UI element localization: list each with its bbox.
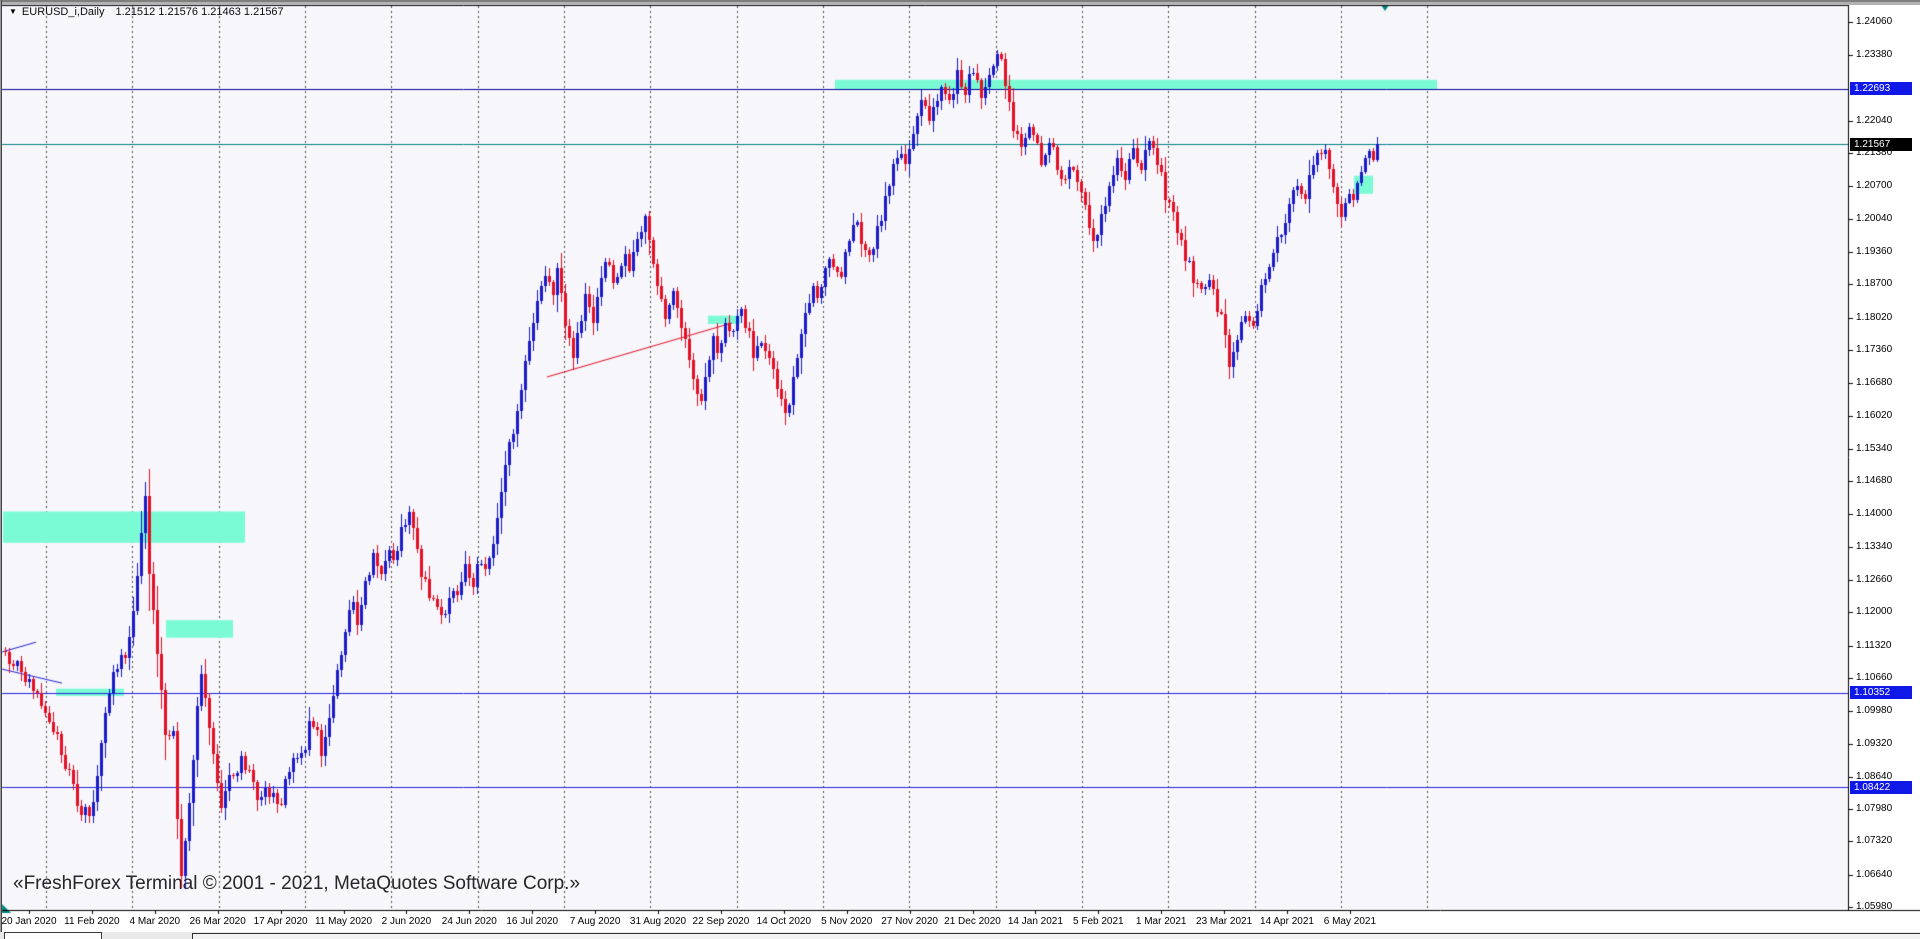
price-tick-label: 1.06640 bbox=[1856, 868, 1893, 880]
price-tick-label: 1.20040 bbox=[1856, 212, 1893, 224]
date-label: 24 Jun 2020 bbox=[441, 916, 497, 927]
price-tick-label: 1.24060 bbox=[1856, 16, 1893, 27]
date-label: 1 Mar 2021 bbox=[1135, 916, 1187, 927]
price-tick-label: 1.18020 bbox=[1856, 311, 1893, 323]
date-label: 17 Apr 2020 bbox=[253, 916, 308, 927]
symbol-dropdown-icon[interactable]: ▼ bbox=[9, 6, 17, 16]
price-tick-label: 1.23380 bbox=[1856, 49, 1893, 61]
date-label: 11 Feb 2020 bbox=[64, 916, 120, 927]
date-label: 31 Aug 2020 bbox=[629, 916, 687, 927]
price-tick-label: 1.18700 bbox=[1856, 278, 1893, 290]
symbol-timeframe-label: EURUSD_i,Daily bbox=[21, 6, 105, 18]
current-price-label: 1.21567 bbox=[1850, 137, 1912, 151]
price-tick-label: 1.14680 bbox=[1856, 475, 1893, 487]
price-tick-label: 1.17360 bbox=[1856, 343, 1893, 355]
price-tick-label: 1.07980 bbox=[1856, 803, 1893, 815]
price-tick-label: 1.20700 bbox=[1856, 180, 1893, 192]
date-label: 14 Oct 2020 bbox=[756, 916, 812, 927]
chart-tab-bar[interactable] bbox=[192, 933, 1920, 939]
price-tick-label: 1.21380 bbox=[1856, 147, 1893, 159]
chart-tab[interactable] bbox=[4, 932, 102, 939]
date-label: 14 Apr 2021 bbox=[1260, 916, 1314, 927]
date-label: 4 Mar 2020 bbox=[129, 916, 181, 927]
price-tick-label: 1.08640 bbox=[1856, 770, 1893, 782]
price-tick-label: 1.16680 bbox=[1856, 377, 1893, 389]
price-tick-label: 1.05980 bbox=[1856, 901, 1893, 912]
date-label: 16 Jul 2020 bbox=[506, 916, 559, 927]
bottom-chrome-strip bbox=[0, 932, 1920, 939]
date-label: 27 Nov 2020 bbox=[881, 916, 938, 927]
price-line-label: 1.08422 bbox=[1850, 780, 1912, 794]
window-left-border bbox=[0, 0, 2, 939]
price-line-label: 1.22693 bbox=[1850, 82, 1912, 96]
date-label: 11 May 2020 bbox=[314, 916, 373, 927]
window-top-border bbox=[0, 0, 1920, 5]
date-label: 14 Jan 2021 bbox=[1007, 916, 1063, 927]
price-tick-label: 1.09320 bbox=[1856, 737, 1893, 749]
price-tick-label: 1.16020 bbox=[1856, 409, 1893, 421]
price-line-label: 1.10352 bbox=[1850, 686, 1912, 700]
price-tick-label: 1.10660 bbox=[1856, 671, 1893, 683]
chart-title-overlay[interactable]: ▼ EURUSD_i,Daily 1.21512 1.21576 1.21463… bbox=[9, 6, 284, 18]
date-label: 20 Jan 2020 bbox=[1, 916, 57, 927]
date-label: 2 Jun 2020 bbox=[381, 916, 432, 927]
date-label: 26 Mar 2020 bbox=[189, 916, 246, 927]
date-label: 23 Mar 2021 bbox=[1196, 916, 1253, 927]
price-tick-label: 1.15340 bbox=[1856, 442, 1893, 454]
price-tick-label: 1.07320 bbox=[1856, 835, 1893, 847]
price-tick-label: 1.14000 bbox=[1856, 508, 1893, 520]
date-label: 21 Dec 2020 bbox=[944, 916, 1001, 927]
price-tick-label: 1.09980 bbox=[1856, 705, 1893, 717]
date-label: 5 Feb 2021 bbox=[1072, 916, 1124, 927]
date-label: 22 Sep 2020 bbox=[692, 916, 750, 927]
ohlc-values: 1.21512 1.21576 1.21463 1.21567 bbox=[115, 6, 284, 18]
price-tick-label: 1.22040 bbox=[1856, 114, 1893, 126]
price-tick-label: 1.12660 bbox=[1856, 574, 1893, 586]
price-tick-label: 1.13340 bbox=[1856, 540, 1893, 552]
price-tick-label: 1.12000 bbox=[1856, 606, 1893, 618]
date-label: 6 May 2021 bbox=[1323, 916, 1377, 927]
date-label: 7 Aug 2020 bbox=[569, 916, 621, 927]
price-tick-label: 1.19360 bbox=[1856, 246, 1893, 258]
price-tick-label: 1.11320 bbox=[1856, 639, 1892, 651]
date-label: 5 Nov 2020 bbox=[821, 916, 873, 927]
